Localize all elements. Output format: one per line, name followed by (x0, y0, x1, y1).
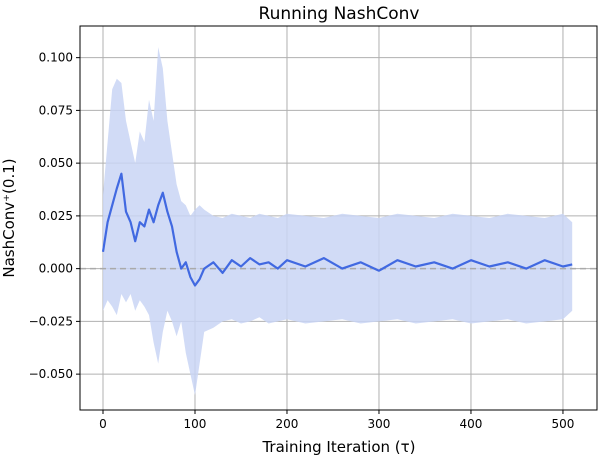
y-tick-label: 0.000 (39, 262, 73, 276)
x-tick-label: 500 (552, 417, 575, 431)
y-tick-label: 0.025 (39, 209, 73, 223)
x-tick-label: 0 (99, 417, 107, 431)
y-tick-label: 0.075 (39, 103, 73, 117)
x-tick-label: 200 (276, 417, 299, 431)
y-axis-label: NashConv⁺(0.1) (0, 158, 18, 277)
y-tick-label: −0.025 (29, 314, 73, 328)
x-ticks: 0 100 200 300 400 500 (99, 410, 574, 431)
y-ticks: −0.050 −0.025 0.000 0.025 0.050 0.075 0.100 (29, 51, 80, 381)
y-tick-label: 0.100 (39, 51, 73, 65)
x-tick-label: 300 (368, 417, 391, 431)
y-tick-label: −0.050 (29, 367, 73, 381)
mean-layer (101, 172, 573, 287)
mean-nashconv-line (101, 172, 573, 287)
y-tick-label: 0.050 (39, 156, 73, 170)
band-layer (103, 47, 573, 396)
x-axis-label: Training Iteration (τ) (261, 438, 415, 456)
plot-frame (79, 25, 598, 411)
x-tick-label: 400 (460, 417, 483, 431)
chart-title: Running NashConv (259, 4, 420, 24)
variance-band (103, 47, 573, 396)
x-tick-label: 100 (184, 417, 207, 431)
